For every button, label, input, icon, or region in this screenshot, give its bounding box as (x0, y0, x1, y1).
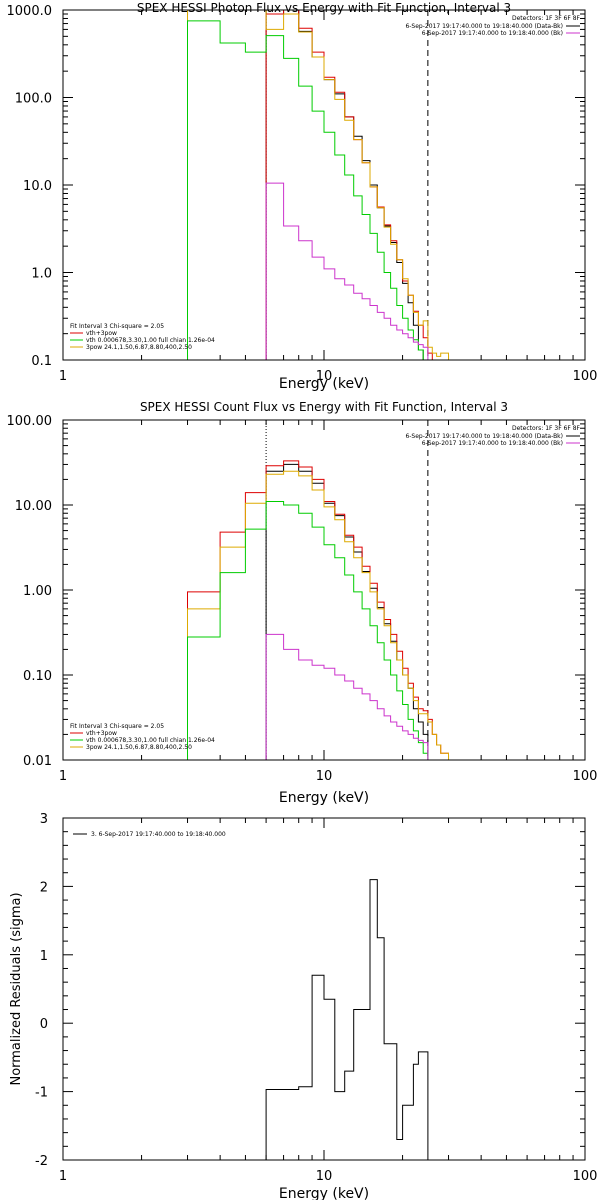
series-line-2 (187, 460, 449, 760)
chart-panel-3: Energy (keV) Normalized Residuals (sigma)… (9, 812, 598, 1202)
x-axis-label: Energy (keV) (279, 376, 369, 392)
legend-entry-text: vth 0.000678,3.30,1.00 full chian 1.26e-… (86, 337, 215, 344)
x-tick-label: 10 (316, 1169, 333, 1184)
chart-title: SPEX HESSI Photon Flux vs Energy with Fi… (137, 1, 511, 15)
legend-entry-text: 6-Sep-2017 19:17:40.000 to 19:18:40.000 … (405, 23, 563, 30)
plot-frame (62, 419, 586, 761)
legend-entry-text: 3pow 24.1,1.50,6.87,8.80,400,2.50 (86, 744, 192, 751)
y-axis-label: Normalized Residuals (sigma) (9, 892, 24, 1085)
chart-panel-2: SPEX HESSI Count Flux vs Energy with Fit… (7, 400, 598, 806)
x-tick-label: 1 (59, 769, 67, 784)
series-line-1 (265, 10, 428, 360)
y-tick-label: 100.00 (7, 414, 53, 429)
legend-entry-text: 6-Sep-2017 19:17:40.000 to 19:18:40.000 … (422, 440, 563, 447)
legend-entry-text: 6-Sep-2017 19:17:40.000 to 19:18:40.000 … (422, 30, 563, 37)
y-tick-label: 1 (40, 949, 48, 964)
x-axis-label: Energy (keV) (279, 790, 369, 806)
chart-title: SPEX HESSI Count Flux vs Energy with Fit… (140, 400, 508, 414)
x-tick-label: 100 (573, 1169, 598, 1184)
x-tick-label: 100 (573, 769, 598, 784)
y-tick-label: 0.10 (23, 669, 52, 684)
y-tick-label: 10.00 (15, 499, 52, 514)
series-group (187, 10, 449, 360)
y-tick-label: 1.00 (23, 584, 52, 599)
y-tick-label: -2 (35, 1154, 48, 1169)
legend-entry-text: vth+3pow (86, 730, 117, 737)
series-line-2 (265, 10, 449, 360)
y-tick-label: -1 (35, 1086, 48, 1101)
series-line-5 (265, 182, 429, 360)
x-tick-label: 100 (573, 369, 598, 384)
plot-frame (62, 817, 586, 1161)
series-line-4 (187, 20, 428, 360)
y-tick-label: 3 (40, 812, 48, 827)
y-tick-label: 1000.0 (7, 4, 53, 19)
legend-header: Detectors: 1F 3F 6F 8F (512, 425, 581, 432)
y-tick-label: 10.0 (23, 179, 52, 194)
y-tick-label: 2 (40, 880, 48, 895)
legend-entry-text: vth+3pow (86, 330, 117, 337)
series-line-1 (265, 879, 429, 1160)
legend-entry-text: 3pow 24.1,1.50,6.87,8.80,400,2.50 (86, 344, 192, 351)
series-group (265, 879, 429, 1160)
plot-frame (62, 9, 586, 361)
x-tick-label: 10 (316, 769, 333, 784)
series-line-5 (265, 633, 429, 760)
series-line-3 (187, 10, 449, 360)
legend-entry-text: vth 0.000678,3.30,1.00 full chian 1.26e-… (86, 737, 215, 744)
y-tick-label: 100.0 (15, 92, 52, 107)
y-tick-label: 0.1 (31, 354, 52, 369)
legend-header: Fit Interval 3 Chi-square = 2.05 (70, 723, 164, 730)
series-line-1 (265, 463, 429, 760)
y-tick-label: 0.01 (23, 754, 52, 769)
series-group (187, 460, 449, 760)
chart-panel-1: SPEX HESSI Photon Flux vs Energy with Fi… (7, 1, 598, 392)
x-axis-label: Energy (keV) (279, 1186, 369, 1200)
y-tick-label: 0 (40, 1017, 48, 1032)
legend-header: Fit Interval 3 Chi-square = 2.05 (70, 323, 164, 330)
series-line-3 (187, 470, 449, 760)
x-tick-label: 1 (59, 369, 67, 384)
x-tick-label: 1 (59, 1169, 67, 1184)
series-line-4 (187, 501, 429, 760)
legend-header: Detectors: 1F 3F 6F 8F (512, 15, 581, 22)
y-tick-label: 1.0 (31, 267, 52, 282)
legend-entry-text: 3. 6-Sep-2017 19:17:40.000 to 19:18:40.0… (91, 831, 226, 838)
x-tick-label: 10 (316, 369, 333, 384)
legend-entry-text: 6-Sep-2017 19:17:40.000 to 19:18:40.000 … (405, 433, 563, 440)
